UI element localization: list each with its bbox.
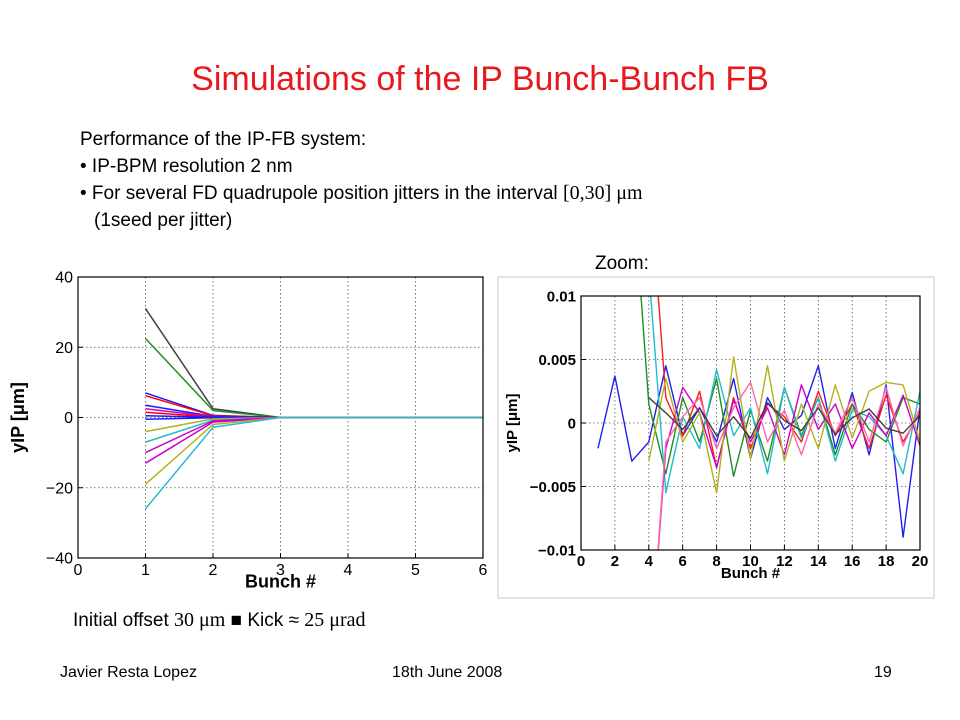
y-axis-label: yIP [μm]: [8, 382, 28, 453]
series-line: [648, 356, 920, 494]
y-tick-label: 40: [55, 270, 73, 287]
x-axis-label: Bunch #: [245, 572, 316, 592]
x-axis-label: Bunch #: [721, 565, 781, 582]
x-tick-label: 2: [209, 562, 218, 579]
x-tick-label: 4: [645, 553, 654, 570]
jitter-interval: [0,30] μm: [562, 182, 643, 204]
y-tick-label: 0.01: [547, 288, 576, 305]
series-line: [657, 381, 920, 550]
x-tick-label: 6: [479, 562, 488, 579]
x-tick-label: 16: [844, 553, 861, 570]
x-tick-label: 14: [810, 553, 827, 570]
y-axis-label: yIP [μm]: [504, 394, 521, 453]
x-tick-label: 2: [611, 553, 619, 570]
caption-square-symbol: ■: [230, 610, 243, 631]
y-tick-label: 20: [55, 340, 73, 357]
intro-bullet-resolution: • IP-BPM resolution 2 nm: [80, 156, 293, 177]
x-tick-label: 0: [577, 553, 585, 570]
intro-line: Performance of the IP-FB system:: [80, 129, 367, 150]
intro-bullet-jitter-text: • For several FD quadrupole position jit…: [80, 183, 558, 204]
intro-bullet-jitter: • For several FD quadrupole position jit…: [80, 180, 643, 207]
x-tick-label: 12: [776, 553, 793, 570]
caption-kick-label: Kick: [247, 610, 284, 631]
figure-caption: Initial offset 30 μm ■ Kick ≈ 25 μrad: [73, 609, 366, 632]
main-chart: 0 1 2 3 4 5 6 −40 −20 0 20 40 Bunch # yIP [μm]: [8, 270, 488, 592]
series-group: [597, 296, 920, 550]
zoom-chart: 0 2 4 6 8 10 12 14 16 18 20 −0.01 −0.005 0 0.005 0.01 Bu…: [497, 276, 935, 599]
footer-date: 18th June 2008: [392, 664, 503, 681]
y-tick-label: 0.005: [538, 352, 576, 369]
series-line: [144, 416, 483, 510]
x-tick-label: 20: [912, 553, 929, 570]
y-tick-label: 0: [568, 415, 576, 432]
y-tick-label: −40: [46, 551, 73, 568]
footer-page-number: 19: [874, 664, 892, 681]
x-tick-label: 8: [712, 553, 720, 570]
caption-offset-label: Initial offset: [73, 610, 169, 631]
series-line: [648, 397, 920, 439]
x-tick-label: 5: [411, 562, 420, 579]
y-tick-label: −0.005: [530, 479, 576, 496]
y-tick-label: −0.01: [538, 542, 576, 559]
x-tick-label: 0: [74, 562, 83, 579]
x-tick-label: 18: [878, 553, 895, 570]
intro-text: Performance of the IP-FB system: • IP-BP…: [80, 126, 643, 234]
y-tick-label: 0: [64, 410, 73, 427]
intro-bullet-continuation: (1seed per jitter): [94, 210, 233, 231]
slide-title: Simulations of the IP Bunch-Bunch FB: [191, 60, 769, 98]
x-tick-label: 6: [679, 553, 687, 570]
caption-kick-value: 25 μrad: [304, 609, 366, 631]
plot-border: [580, 295, 921, 551]
y-tick-label: −20: [46, 480, 73, 497]
x-tick-label: 3: [276, 562, 285, 579]
series-group: [144, 308, 483, 510]
x-tick-label: 10: [742, 553, 759, 570]
x-tick-label: 1: [141, 562, 150, 579]
caption-approx-symbol: ≈: [288, 610, 299, 631]
zoom-label: Zoom:: [595, 253, 649, 274]
plot-border: [77, 276, 484, 559]
x-tick-label: 4: [344, 562, 353, 579]
caption-offset-value: 30 μm: [174, 609, 226, 631]
footer-author: Javier Resta Lopez: [60, 664, 197, 681]
series-line: [657, 296, 920, 469]
